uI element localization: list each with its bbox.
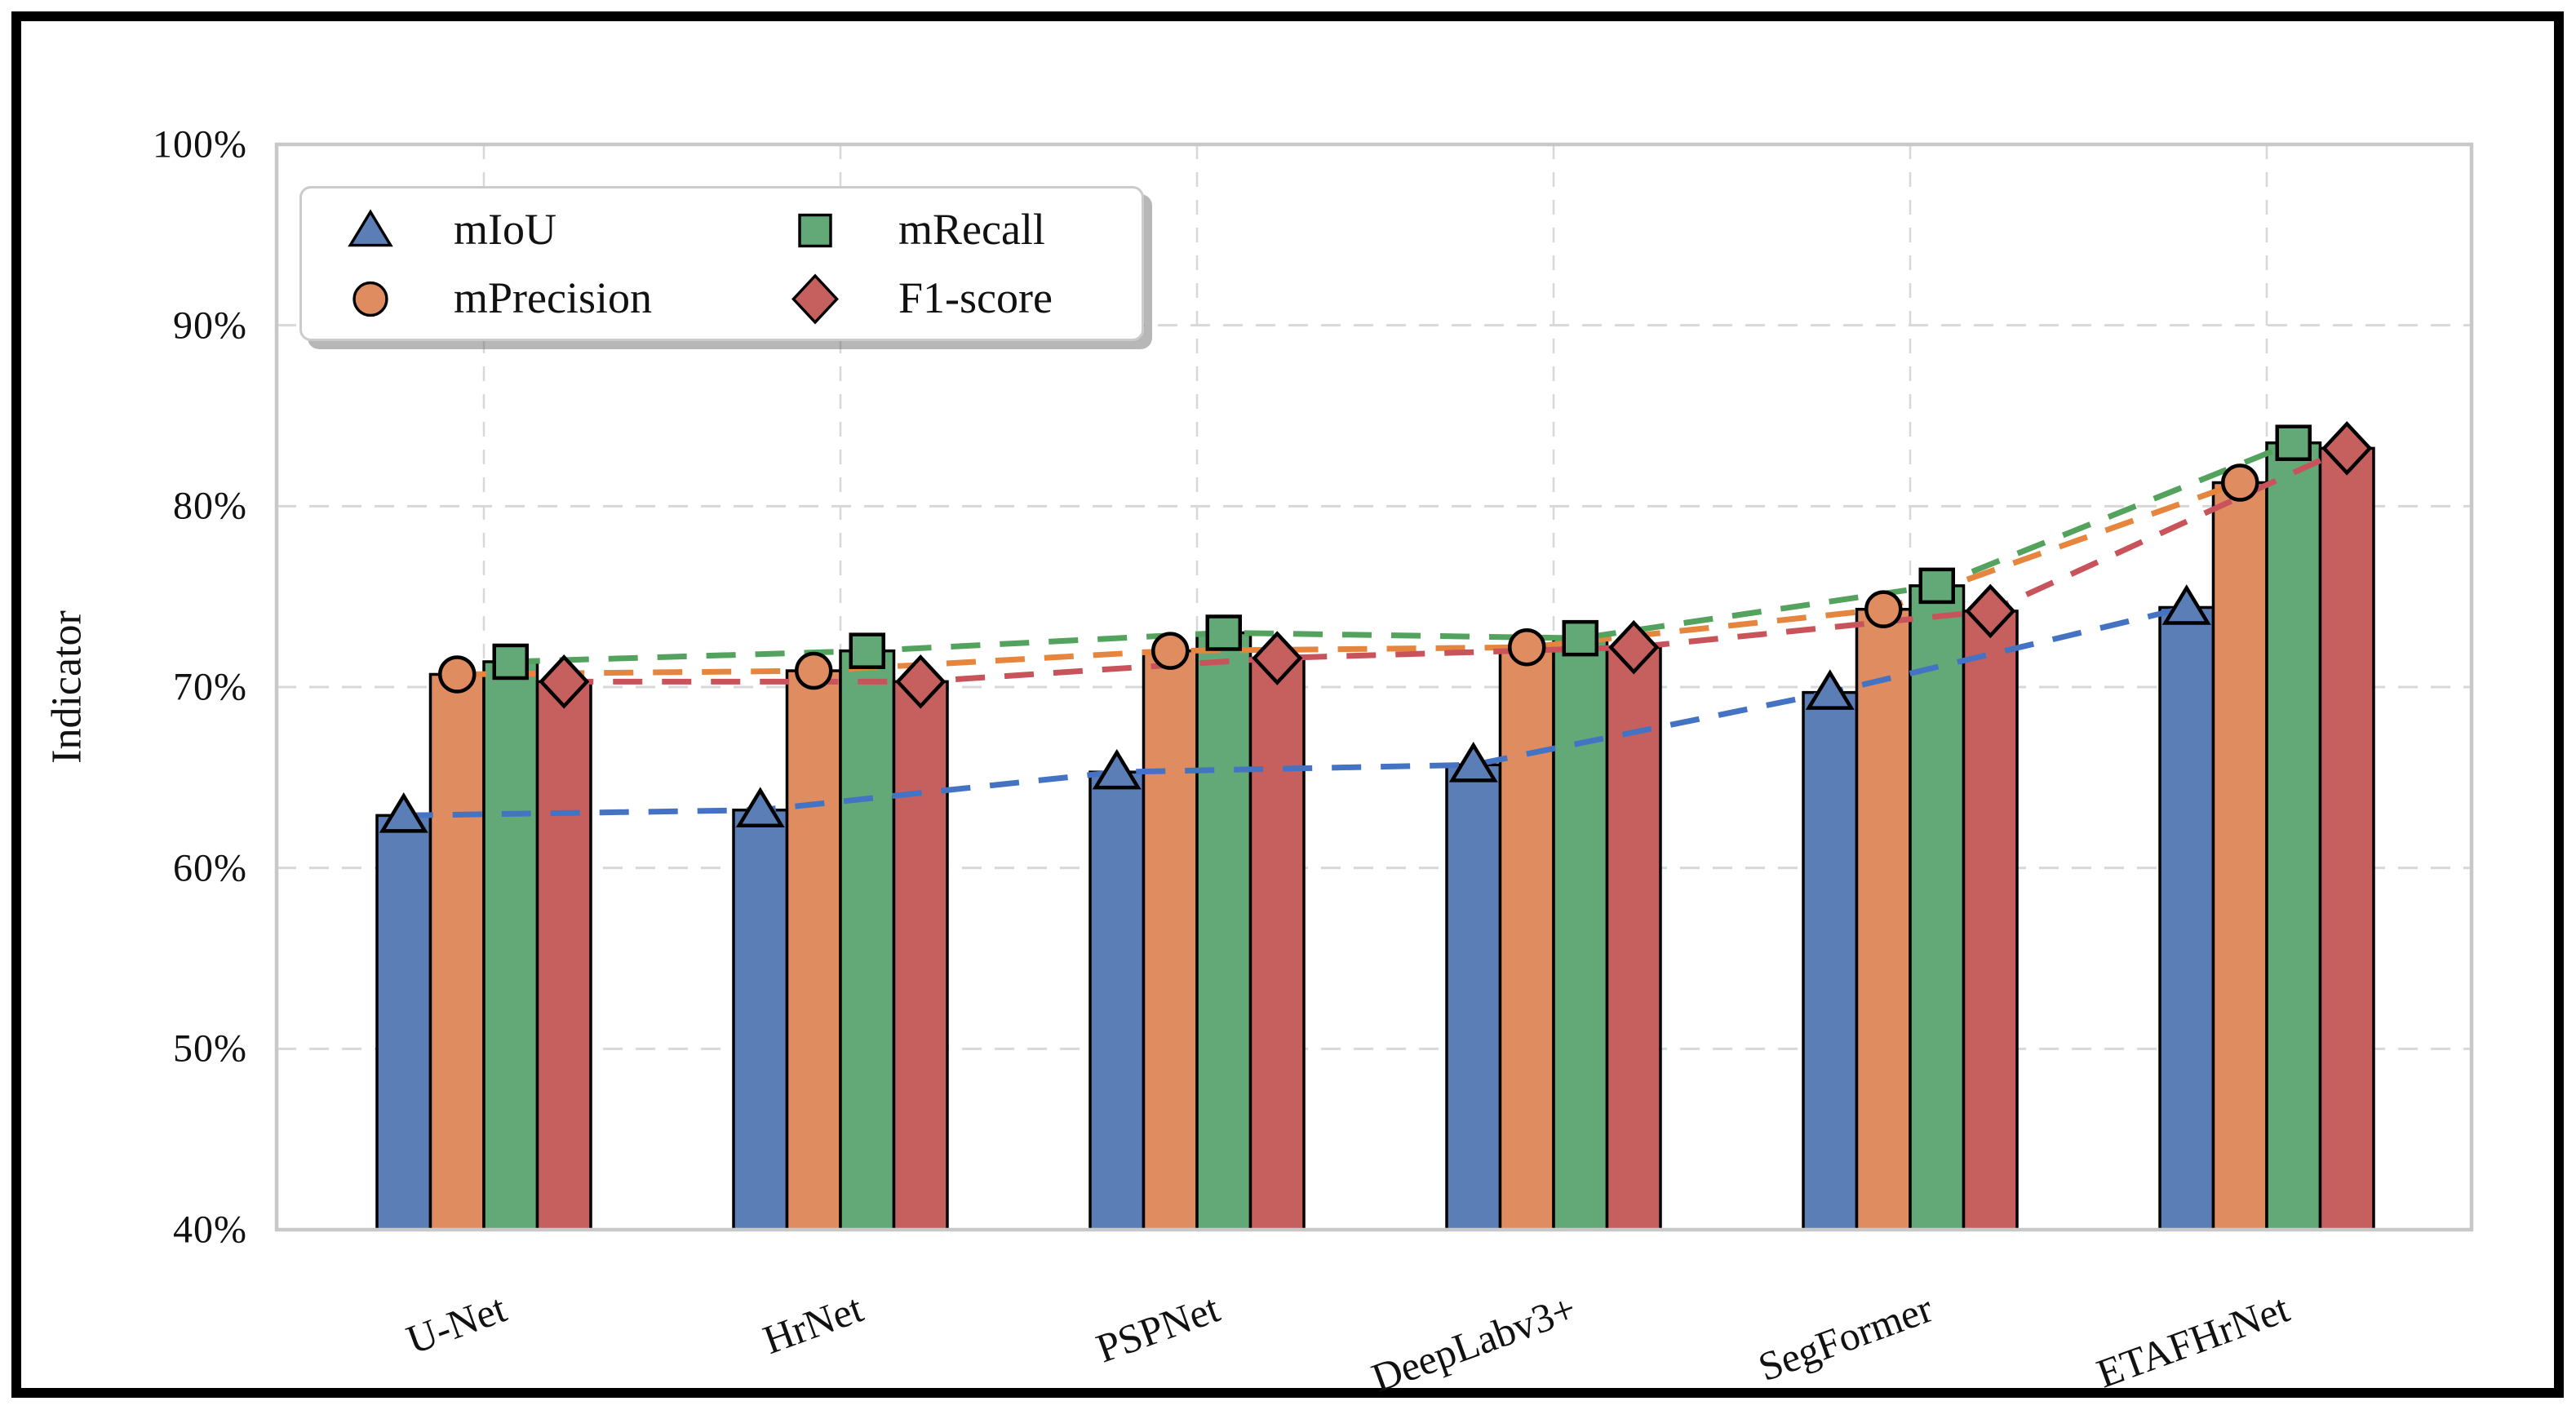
legend-label-mPrecision: mPrecision <box>454 273 652 322</box>
marker-F1-score-SegFormer <box>1965 583 2016 639</box>
marker-F1-score-PSPNet <box>1252 631 1303 685</box>
figure-border <box>11 11 2564 1398</box>
legend-square-icon <box>798 213 832 248</box>
marker-mRecall-U-Net <box>492 643 529 681</box>
bar-mRecall-U-Net <box>482 660 539 1231</box>
legend-label-mIoU: mIoU <box>454 205 556 254</box>
y-tick-label-90: 90% <box>173 304 247 348</box>
marker-mRecall-HrNet <box>849 632 885 669</box>
bar-mPrecision-PSPNet <box>1142 649 1199 1231</box>
bar-mIoU-ETAFHrNet <box>2158 605 2215 1231</box>
bar-mRecall-PSPNet <box>1195 631 1253 1231</box>
legend-label-mRecall: mRecall <box>898 205 1045 254</box>
y-axis-title: Indicator <box>43 610 91 764</box>
marker-mRecall-DeepLabv3+ <box>1562 619 1598 657</box>
bar-mIoU-SegFormer <box>1802 690 1859 1231</box>
bar-mIoU-PSPNet <box>1088 770 1146 1231</box>
legend-entry-F1-score: F1-score <box>747 267 1142 329</box>
bar-mPrecision-U-Net <box>428 672 485 1231</box>
y-tick-label-100: 100% <box>153 122 247 166</box>
bar-mIoU-DeepLabv3+ <box>1445 763 1502 1231</box>
bar-mRecall-SegFormer <box>1909 584 1966 1231</box>
bar-F1-score-U-Net <box>535 680 592 1231</box>
bar-mPrecision-HrNet <box>785 669 842 1231</box>
marker-mPrecision-PSPNet <box>1151 632 1190 670</box>
bar-F1-score-ETAFHrNet <box>2318 446 2375 1231</box>
y-tick-label-50: 50% <box>173 1026 247 1071</box>
marker-mPrecision-ETAFHrNet <box>2221 463 2259 502</box>
y-tick-label-60: 60% <box>173 846 247 890</box>
legend-entry-mRecall: mRecall <box>747 198 1142 260</box>
series-line-mIoU <box>403 605 2188 818</box>
marker-F1-score-HrNet <box>895 654 947 709</box>
bar-mPrecision-DeepLabv3+ <box>1498 645 1555 1231</box>
bar-mRecall-DeepLabv3+ <box>1552 636 1609 1231</box>
marker-mRecall-PSPNet <box>1205 614 1242 651</box>
marker-mIoU-PSPNet <box>1092 748 1142 790</box>
legend-marker-shape-mIoU <box>348 209 393 247</box>
y-tick-label-40: 40% <box>173 1208 247 1252</box>
marker-mRecall-ETAFHrNet <box>2275 424 2312 461</box>
y-tick-label-80: 80% <box>173 484 247 528</box>
legend-circle-icon <box>352 281 388 317</box>
legend: mIoU mPrecision mRecall F1-score <box>299 186 1144 341</box>
series-line-F1-score <box>564 446 2348 685</box>
bar-mPrecision-ETAFHrNet <box>2211 481 2268 1231</box>
marker-mIoU-HrNet <box>735 787 785 827</box>
series-line-mRecall <box>510 440 2295 665</box>
legend-triangle-icon <box>348 209 393 247</box>
bar-F1-score-PSPNet <box>1248 656 1306 1231</box>
legend-label-F1-score: F1-score <box>898 273 1053 322</box>
marker-mPrecision-HrNet <box>795 651 833 690</box>
bar-mRecall-ETAFHrNet <box>2265 441 2322 1231</box>
marker-mRecall-SegFormer <box>1918 567 1955 605</box>
legend-entry-mPrecision: mPrecision <box>302 267 747 329</box>
marker-mPrecision-DeepLabv3+ <box>1508 627 1546 667</box>
legend-marker-shape-mRecall <box>798 213 832 248</box>
y-tick-label-70: 70% <box>173 665 247 709</box>
bar-mPrecision-SegFormer <box>1855 607 1912 1231</box>
marker-mIoU-ETAFHrNet <box>2161 584 2211 625</box>
marker-F1-score-ETAFHrNet <box>2321 421 2373 476</box>
marker-mPrecision-SegFormer <box>1864 590 1903 628</box>
bar-F1-score-HrNet <box>892 680 949 1231</box>
plot-frame <box>274 142 2474 1232</box>
marker-mIoU-SegFormer <box>1805 669 1855 710</box>
bar-F1-score-SegFormer <box>1962 610 2019 1231</box>
legend-marker-shape-F1-score <box>791 273 839 325</box>
legend-diamond-icon <box>791 273 839 325</box>
legend-entry-mIoU: mIoU <box>302 198 747 260</box>
marker-F1-score-DeepLabv3+ <box>1608 619 1660 675</box>
legend-marker-shape-mPrecision <box>352 281 388 317</box>
bar-mIoU-U-Net <box>375 814 432 1231</box>
marker-F1-score-U-Net <box>539 654 590 709</box>
marker-mPrecision-U-Net <box>438 655 477 694</box>
marker-mIoU-U-Net <box>379 792 428 833</box>
bar-mRecall-HrNet <box>839 649 896 1231</box>
marker-mIoU-DeepLabv3+ <box>1448 741 1498 783</box>
bar-mIoU-HrNet <box>732 808 789 1231</box>
